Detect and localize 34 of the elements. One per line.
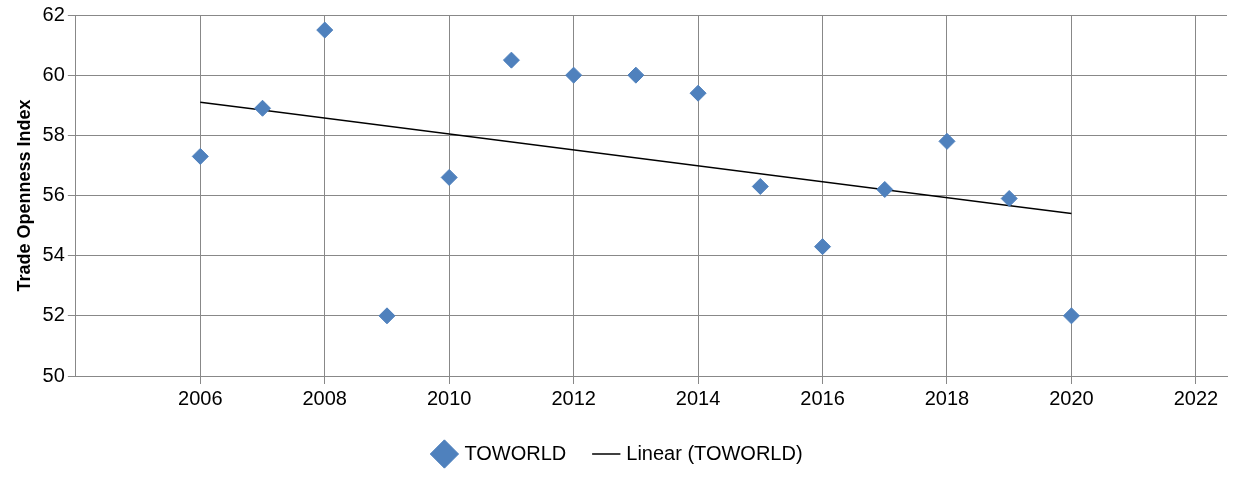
point <box>1000 190 1018 208</box>
point <box>814 238 832 256</box>
x-tick-label: 2016 <box>800 386 845 409</box>
y-tick-label: 52 <box>42 303 65 326</box>
x-tick-label: 2010 <box>426 386 472 409</box>
point <box>938 132 956 150</box>
point <box>565 66 583 84</box>
x-tick-label: 2014 <box>675 386 721 409</box>
point <box>191 147 209 165</box>
y-tick-label: 54 <box>42 243 65 266</box>
x-tick-label: 2008 <box>302 386 347 409</box>
y-tick-label: 58 <box>42 122 65 145</box>
point <box>689 84 707 102</box>
point <box>627 66 645 84</box>
point <box>316 21 334 39</box>
point <box>440 168 458 186</box>
x-tick-label: 2012 <box>551 386 596 409</box>
x-tick-label: 2018 <box>924 386 970 409</box>
point <box>751 177 769 195</box>
y-tick-label: 60 <box>42 62 65 85</box>
y-axis-title: Trade Openness Index <box>13 99 34 292</box>
x-tick-label: 2006 <box>178 386 223 409</box>
y-tick-label: 62 <box>42 2 65 25</box>
x-tick-label: 2022 <box>1173 386 1219 409</box>
point <box>254 99 272 117</box>
point <box>502 51 520 69</box>
y-tick-label: 56 <box>42 183 65 206</box>
point <box>876 180 894 198</box>
x-tick-label: 2020 <box>1049 386 1094 409</box>
legend-label: TOWORLD <box>464 441 567 464</box>
legend-label: Linear (TOWORLD) <box>626 441 803 464</box>
y-tick-label: 50 <box>42 363 65 386</box>
point <box>378 307 396 325</box>
point <box>1062 307 1080 325</box>
